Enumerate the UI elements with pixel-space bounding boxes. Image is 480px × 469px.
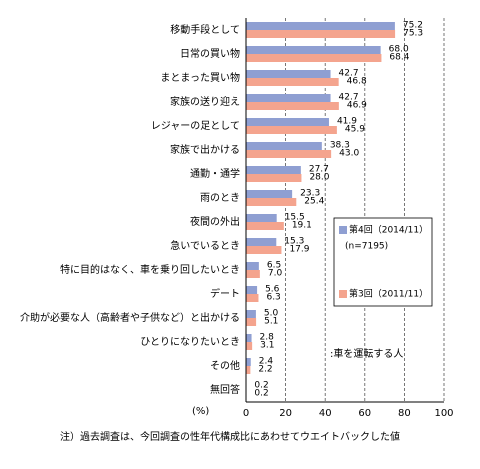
value-label: 6.5 — [267, 261, 281, 271]
category-label: 通勤・通学 — [190, 167, 240, 180]
bar — [246, 22, 395, 30]
legend-label: 第4回（2014/11） — [349, 224, 428, 236]
value-label: 23.3 — [300, 189, 320, 199]
value-label: 41.9 — [337, 117, 357, 127]
bar — [246, 174, 302, 182]
bar — [246, 270, 260, 278]
bar — [246, 190, 293, 198]
category-label: 特に目的はなく、車を乗り回したいとき — [60, 263, 240, 276]
bar — [246, 262, 259, 270]
category-label: まとまった買い物 — [160, 71, 240, 84]
legend-note: (n=7195) — [345, 242, 388, 252]
value-label: 2.2 — [258, 365, 272, 375]
value-label: 75.2 — [403, 21, 423, 31]
bar — [246, 198, 297, 206]
bar — [246, 310, 256, 318]
category-label: 家族で出かける — [170, 143, 240, 156]
bar — [246, 118, 329, 126]
category-label: デート — [210, 287, 240, 300]
bar — [246, 286, 258, 294]
bar — [246, 238, 277, 246]
bar — [246, 214, 277, 222]
bar — [246, 142, 322, 150]
bar — [246, 102, 339, 110]
bar — [246, 70, 331, 78]
x-tick-label: 80 — [398, 408, 411, 419]
bar — [246, 78, 339, 86]
x-axis-label: (%) — [192, 406, 209, 417]
value-label: 45.9 — [345, 125, 365, 135]
category-label: 日常の買い物 — [180, 47, 240, 60]
value-label: 42.7 — [339, 69, 359, 79]
bar — [246, 46, 381, 54]
value-label: 68.4 — [389, 53, 409, 63]
value-label: 3.1 — [260, 341, 274, 351]
category-label: 無回答 — [210, 383, 240, 396]
value-label: 6.3 — [266, 293, 280, 303]
value-label: 42.7 — [339, 93, 359, 103]
bar — [246, 222, 284, 230]
value-label: 46.8 — [347, 77, 367, 87]
x-tick-label: 60 — [358, 408, 371, 419]
value-label: 5.0 — [264, 309, 279, 319]
bar — [246, 126, 337, 134]
footnote: 注）過去調査は、今回調査の性年代構成比にあわせてウエイトバックした値 — [60, 430, 400, 443]
value-label: 2.8 — [260, 333, 275, 343]
category-label: その他 — [210, 359, 240, 372]
category-label: レジャーの足として — [151, 120, 240, 132]
value-label: 46.9 — [347, 101, 367, 111]
value-label: 43.0 — [339, 149, 359, 159]
value-label: 5.1 — [264, 317, 278, 327]
value-label: 68.0 — [389, 45, 409, 55]
bar — [246, 246, 282, 254]
category-label: 介助が必要な人（高齢者や子供など）と出かける — [20, 311, 240, 324]
x-tick-label: 20 — [279, 408, 292, 419]
value-label: 19.1 — [292, 221, 312, 231]
bar — [246, 342, 253, 350]
value-label: 7.0 — [268, 269, 283, 279]
legend-box — [333, 217, 433, 307]
bar — [246, 294, 259, 302]
value-label: 38.3 — [330, 141, 350, 151]
category-label: 移動手段として — [170, 23, 240, 36]
bar — [246, 318, 257, 326]
legend-swatch — [339, 226, 347, 234]
legend-label: 第3回（2011/11） — [349, 288, 428, 300]
annotation: :車を運転する人 — [330, 347, 403, 360]
value-label: 25.4 — [304, 197, 324, 207]
category-label: ひとりになりたいとき — [140, 336, 240, 348]
bar — [246, 150, 332, 158]
bar — [246, 30, 396, 38]
bar — [246, 54, 382, 62]
value-label: 0.2 — [254, 389, 268, 399]
value-label: 5.6 — [265, 285, 280, 295]
bar — [246, 334, 252, 342]
value-label: 0.2 — [254, 381, 268, 391]
x-tick-label: 0 — [243, 408, 249, 419]
bar — [246, 358, 251, 366]
bar — [246, 166, 301, 174]
value-label: 2.4 — [259, 357, 274, 367]
value-label: 27.7 — [309, 165, 329, 175]
value-label: 15.3 — [284, 237, 304, 247]
value-label: 17.9 — [289, 245, 309, 255]
x-tick-label: 40 — [319, 408, 332, 419]
value-label: 75.3 — [403, 29, 423, 39]
bar — [246, 94, 331, 102]
legend-swatch — [339, 290, 347, 298]
category-label: 家族の送り迎え — [170, 95, 240, 108]
category-label: 雨のとき — [200, 192, 240, 204]
x-tick-label: 100 — [434, 408, 453, 419]
category-label: 急いでいるとき — [170, 239, 240, 252]
value-label: 15.5 — [285, 213, 305, 223]
value-label: 28.0 — [309, 173, 329, 183]
category-label: 夜間の外出 — [190, 215, 240, 228]
bar — [246, 366, 251, 374]
